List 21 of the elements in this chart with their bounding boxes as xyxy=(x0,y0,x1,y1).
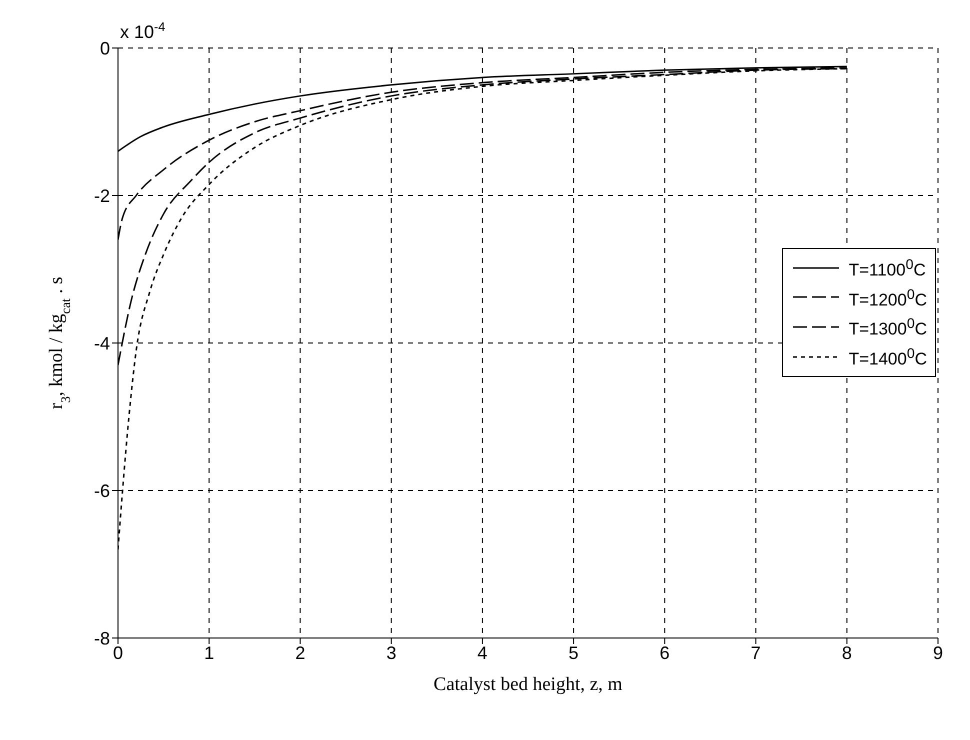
x-tick-label: 0 xyxy=(112,642,124,663)
text: x 10$^{-4}$ xyxy=(120,20,166,42)
x-tick-label: 7 xyxy=(750,642,761,663)
y-tick-label: -8 xyxy=(94,628,110,648)
x-tick-label: 6 xyxy=(660,642,670,663)
x-tick-label: 8 xyxy=(842,642,852,663)
legend-label: T=1200$^{0}$C xyxy=(848,286,927,312)
y-tick-label: -2 xyxy=(94,186,110,206)
x-tick-label: 4 xyxy=(477,642,488,663)
y-tick-label: -6 xyxy=(94,480,110,501)
y-tick-label: 0 xyxy=(100,38,110,58)
legend-label: T=1100$^{0}$C xyxy=(848,256,926,282)
x-tick-label: 1 xyxy=(204,642,214,663)
x-axis-title: Catalyst bed height, z, m xyxy=(434,674,623,695)
x-tick-label: 2 xyxy=(295,642,306,663)
y-tick-label: -4 xyxy=(94,333,110,354)
legend-label: T=1400$^{0}$C xyxy=(848,344,927,371)
x-tick-label: 3 xyxy=(386,642,396,663)
x-tick-label: 9 xyxy=(932,642,944,663)
x-tick-label: 5 xyxy=(568,642,579,663)
legend-label: T=1300$^{0}$C xyxy=(848,315,927,341)
